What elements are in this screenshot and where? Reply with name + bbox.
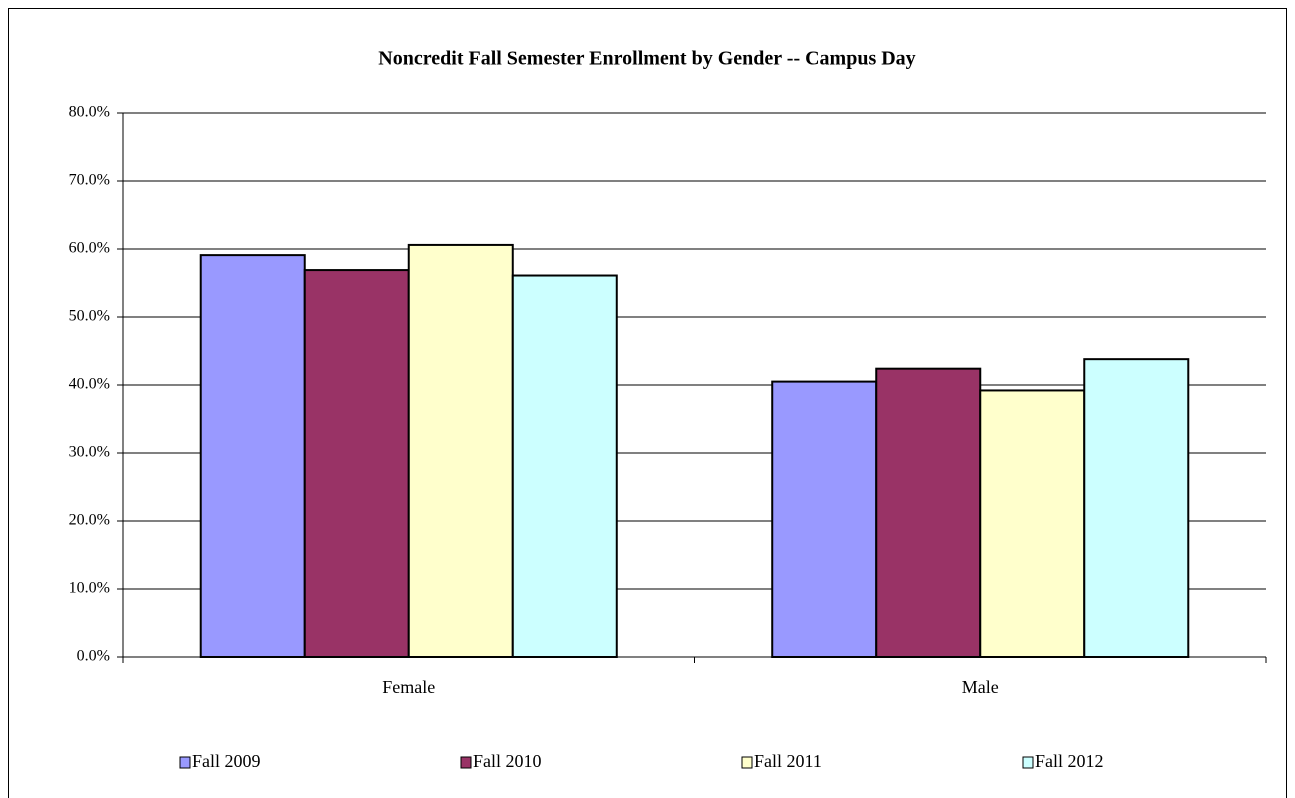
bar xyxy=(979,389,1086,658)
y-tick-label: 80.0% xyxy=(69,104,110,121)
y-tick-label: 10.0% xyxy=(69,580,110,597)
legend-swatch xyxy=(1022,756,1034,769)
x-tick-label: Male xyxy=(962,677,999,697)
legend-swatch xyxy=(741,756,753,769)
legend-swatch xyxy=(460,756,472,769)
bar xyxy=(511,274,618,658)
legend-label: Fall 2012 xyxy=(1035,751,1104,771)
y-tick-label: 50.0% xyxy=(69,308,110,325)
legend-swatch xyxy=(179,756,191,769)
bar xyxy=(303,269,410,658)
legend-label: Fall 2011 xyxy=(754,751,822,771)
bar xyxy=(407,243,514,658)
y-tick-label: 60.0% xyxy=(69,240,110,257)
y-tick-label: 70.0% xyxy=(69,172,110,189)
chart-title: Noncredit Fall Semester Enrollment by Ge… xyxy=(378,48,915,70)
bar xyxy=(1083,358,1190,658)
bar xyxy=(199,254,306,658)
y-tick-label: 0.0% xyxy=(77,648,110,665)
y-tick-label: 40.0% xyxy=(69,376,110,393)
y-tick-label: 30.0% xyxy=(69,444,110,461)
bar xyxy=(875,367,982,658)
bar xyxy=(771,380,878,658)
legend-label: Fall 2010 xyxy=(473,751,542,771)
y-tick-label: 20.0% xyxy=(69,512,110,529)
legend-label: Fall 2009 xyxy=(192,751,261,771)
x-tick-label: Female xyxy=(382,677,435,697)
